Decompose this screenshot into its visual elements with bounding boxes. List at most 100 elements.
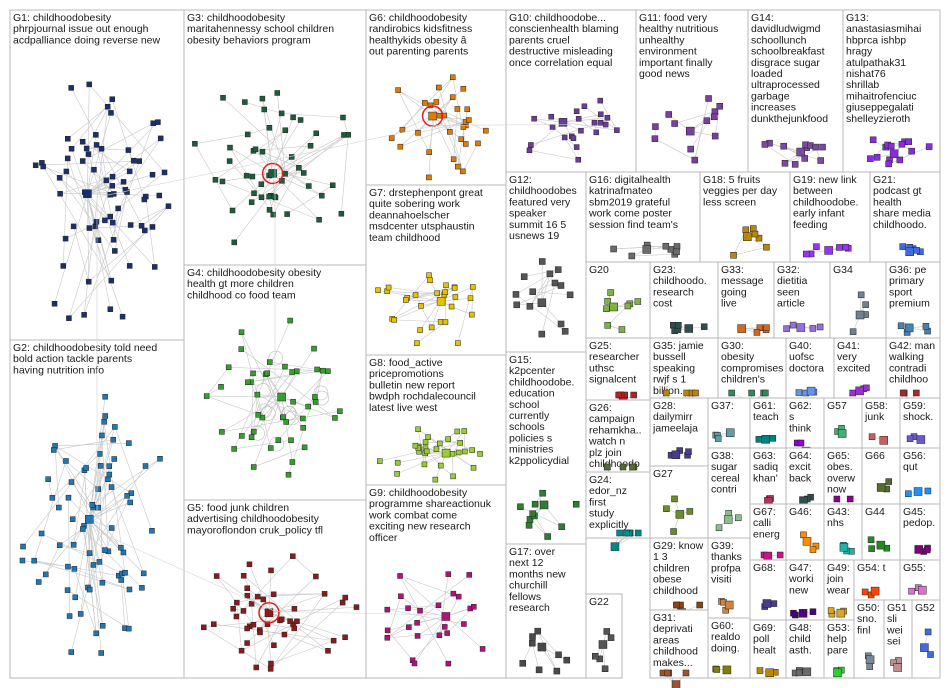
node[interactable] — [470, 464, 477, 471]
node[interactable] — [281, 631, 288, 638]
node[interactable] — [119, 313, 126, 320]
node[interactable] — [293, 368, 300, 374]
node[interactable] — [762, 389, 769, 397]
node[interactable] — [283, 419, 289, 425]
node[interactable] — [65, 563, 71, 570]
node[interactable] — [138, 223, 145, 229]
node[interactable] — [243, 172, 250, 179]
node[interactable] — [809, 608, 817, 615]
node[interactable] — [671, 495, 678, 503]
node[interactable] — [287, 317, 293, 324]
node[interactable] — [414, 340, 420, 346]
node[interactable] — [467, 295, 474, 302]
hub-node[interactable] — [914, 545, 923, 554]
hub-node[interactable] — [855, 310, 865, 320]
hub-node[interactable] — [268, 169, 277, 178]
node[interactable] — [275, 437, 282, 443]
node[interactable] — [112, 424, 118, 430]
node[interactable] — [455, 163, 461, 170]
node[interactable] — [570, 135, 577, 141]
node[interactable] — [289, 369, 295, 375]
node[interactable] — [454, 428, 461, 435]
node[interactable] — [780, 142, 787, 150]
node[interactable] — [520, 273, 528, 280]
node[interactable] — [591, 119, 598, 126]
node[interactable] — [56, 504, 62, 511]
node[interactable] — [795, 389, 803, 396]
node[interactable] — [557, 320, 565, 328]
hub-node[interactable] — [796, 323, 806, 332]
node[interactable] — [525, 522, 533, 529]
node[interactable] — [460, 85, 467, 92]
node[interactable] — [554, 266, 562, 273]
node[interactable] — [270, 591, 277, 598]
node[interactable] — [254, 593, 261, 600]
hub-node[interactable] — [539, 500, 549, 510]
node[interactable] — [630, 391, 637, 399]
node[interactable] — [227, 144, 233, 151]
node[interactable] — [861, 588, 869, 596]
node[interactable] — [436, 440, 443, 447]
node[interactable] — [312, 394, 318, 400]
node[interactable] — [259, 95, 266, 102]
node[interactable] — [664, 669, 671, 677]
node[interactable] — [551, 279, 559, 287]
node[interactable] — [126, 168, 133, 175]
hub-node[interactable] — [876, 483, 886, 492]
node[interactable] — [95, 504, 101, 511]
node[interactable] — [791, 161, 799, 168]
node[interactable] — [99, 623, 106, 629]
node[interactable] — [211, 621, 217, 627]
node[interactable] — [290, 114, 296, 121]
node[interactable] — [43, 571, 49, 578]
node[interactable] — [150, 120, 156, 126]
node[interactable] — [271, 193, 278, 200]
node[interactable] — [425, 434, 431, 440]
node[interactable] — [156, 192, 163, 199]
node[interactable] — [102, 393, 108, 400]
node[interactable] — [670, 528, 677, 535]
node[interactable] — [319, 367, 326, 374]
node[interactable] — [553, 667, 561, 675]
node[interactable] — [763, 243, 770, 251]
node[interactable] — [213, 573, 220, 579]
hub-node[interactable] — [671, 450, 681, 460]
node[interactable] — [809, 325, 817, 332]
hub-node[interactable] — [761, 435, 770, 444]
node[interactable] — [460, 168, 466, 175]
node[interactable] — [428, 324, 435, 331]
node[interactable] — [561, 328, 569, 335]
node[interactable] — [95, 486, 101, 492]
node[interactable] — [460, 124, 467, 130]
node[interactable] — [316, 216, 322, 223]
node[interactable] — [104, 104, 111, 110]
node[interactable] — [405, 605, 411, 611]
node[interactable] — [426, 149, 432, 155]
node[interactable] — [238, 346, 245, 352]
node[interactable] — [432, 476, 439, 483]
node[interactable] — [250, 464, 257, 470]
node[interactable] — [251, 190, 257, 197]
node[interactable] — [529, 288, 536, 295]
node[interactable] — [86, 550, 93, 556]
node[interactable] — [742, 226, 750, 234]
node[interactable] — [388, 135, 395, 141]
node[interactable] — [457, 440, 463, 446]
hub-node[interactable] — [765, 668, 774, 678]
node[interactable] — [289, 459, 296, 465]
node[interactable] — [868, 545, 875, 552]
node[interactable] — [538, 330, 546, 338]
node[interactable] — [91, 166, 97, 173]
node[interactable] — [109, 96, 116, 102]
node[interactable] — [602, 121, 609, 128]
node[interactable] — [686, 508, 694, 515]
node[interactable] — [108, 525, 115, 531]
node[interactable] — [93, 630, 99, 637]
node[interactable] — [433, 99, 440, 105]
node[interactable] — [141, 196, 148, 203]
hub-node[interactable] — [537, 642, 547, 652]
node[interactable] — [450, 473, 456, 480]
node[interactable] — [79, 138, 86, 145]
node[interactable] — [555, 651, 562, 659]
node[interactable] — [291, 606, 298, 612]
